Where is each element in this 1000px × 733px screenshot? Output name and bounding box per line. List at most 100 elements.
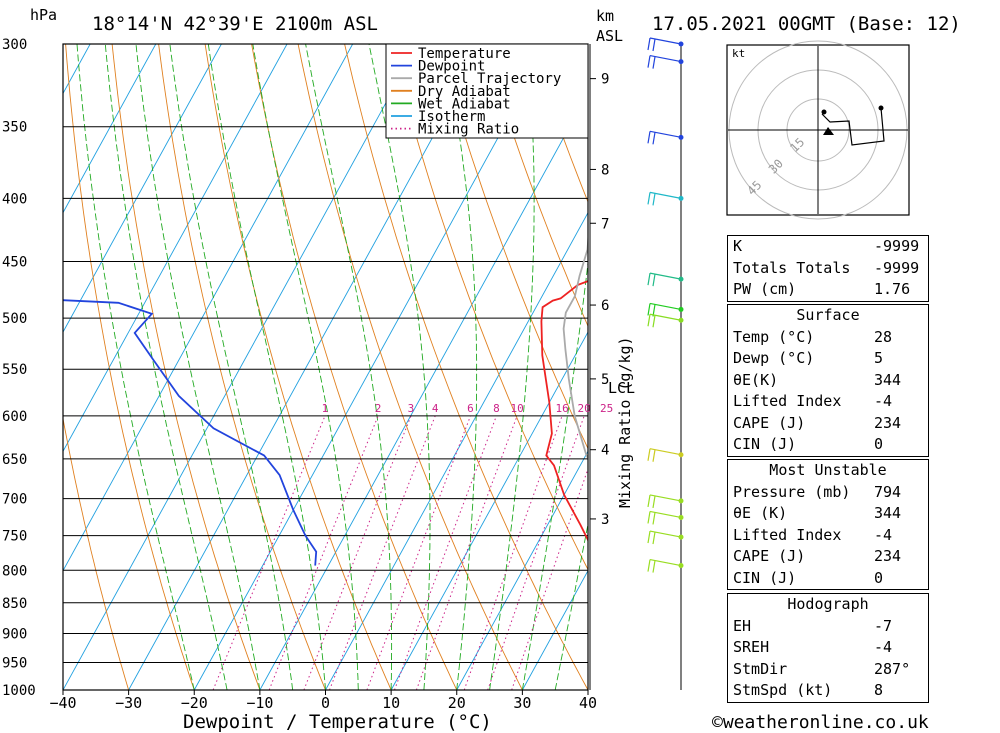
wind-barb-feather (647, 314, 651, 327)
wind-barb-shaft (649, 302, 682, 311)
hodograph-point (878, 105, 884, 111)
wet-adiabat-line (587, 687, 588, 690)
index-value: 8 (874, 681, 884, 699)
wind-barb-shaft (649, 313, 682, 321)
mixing-ratio-label: 20 (578, 402, 591, 415)
wind-barb-dot (678, 276, 684, 282)
wet-adiabat-line (135, 44, 261, 690)
pressure-tick-label: 950 (2, 655, 27, 671)
wet-adiabat-line (521, 259, 588, 690)
index-value: 234 (874, 413, 902, 432)
asl-unit-label: ASL (596, 27, 623, 45)
wind-barb-shaft (649, 510, 682, 519)
wind-barb-shaft (649, 272, 682, 280)
wet-adiabat-line (104, 44, 228, 690)
dry-adiabat-line (204, 44, 392, 690)
index-row: StmDir 287° (728, 659, 928, 681)
mixing-ratio-line (394, 415, 497, 690)
index-value: -4 (874, 525, 893, 544)
wind-barb-shaft (649, 37, 682, 45)
pressure-tick-label: 350 (2, 120, 27, 136)
index-value: 0 (874, 568, 884, 587)
x-tick-label: −30 (115, 694, 142, 712)
index-label: EH (733, 616, 752, 635)
x-axis-title: Dewpoint / Temperature (°C) (183, 711, 492, 733)
wind-barb (647, 558, 684, 573)
wind-barb-feather (652, 56, 656, 69)
index-label: CIN (J) (733, 568, 797, 587)
mixing-ratio-label: 8 (493, 402, 500, 415)
wind-barb-dot (678, 563, 684, 569)
wind-barb-feather (647, 511, 651, 524)
wind-barb-shaft (649, 130, 682, 138)
index-label: SREH (733, 638, 770, 656)
pressure-tick-label: 550 (2, 362, 27, 378)
legend-label: Mixing Ratio (418, 122, 519, 138)
index-label: Totals Totals (733, 258, 851, 277)
isotherm-line (128, 44, 485, 690)
wind-barb-dot (678, 452, 684, 458)
wind-barb-feather (652, 512, 656, 525)
pressure-tick-label: 750 (2, 529, 27, 545)
legend-label: Parcel Trajectory (418, 71, 561, 87)
wind-barb-feather (647, 448, 651, 461)
dewpoint-line (63, 299, 318, 566)
index-row: CAPE (J) 234 (728, 413, 928, 435)
wind-barb-feather (647, 303, 651, 316)
km-tick-label: 9 (601, 72, 609, 88)
index-value: 1.76 (874, 280, 911, 298)
pressure-tick-label: 850 (2, 596, 27, 612)
pressure-tick-label: 300 (2, 37, 27, 53)
index-value: -9999 (874, 237, 920, 255)
dry-adiabat-line (251, 44, 458, 690)
wind-barb-shaft (649, 494, 682, 502)
plot-frame (62, 43, 589, 691)
index-row: Lifted Index -4 (728, 525, 928, 547)
lcl-label: LCL (608, 379, 635, 397)
wind-barb-feather (652, 531, 656, 545)
index-value: 0 (874, 435, 884, 453)
indices-block-title: Most Unstable (769, 461, 887, 479)
indices-block-title: Surface (796, 306, 860, 324)
wind-barb-feather (647, 192, 651, 205)
index-value: 234 (874, 547, 902, 565)
pressure-tick-label: 500 (2, 311, 27, 327)
wind-barb-feather (647, 273, 651, 286)
wind-barb-feather (652, 274, 656, 287)
x-tick-label: 30 (513, 694, 531, 712)
wind-barb (647, 494, 684, 509)
wind-barb-dot (678, 41, 684, 47)
wind-barb-feather (647, 559, 651, 572)
wind-barb (647, 272, 684, 287)
wind-barb-feather (647, 530, 651, 544)
indices-block: K -9999 Totals Totals -9999 PW (cm) 1.76 (727, 235, 929, 302)
mixing-ratio-line (303, 415, 412, 690)
dry-adiabat-line (437, 44, 588, 450)
pressure-tick-label: 800 (2, 563, 27, 579)
isotherm-line (456, 450, 588, 690)
x-tick-label: −10 (246, 694, 273, 712)
index-row: Lifted Index -4 (728, 391, 928, 413)
pressure-tick-label: 400 (2, 191, 27, 207)
isotherm-line (63, 44, 157, 214)
index-row: PW (cm) 1.76 (728, 279, 928, 301)
wind-barb-shaft (649, 191, 682, 199)
wet-adiabat-line (554, 521, 588, 690)
dry-adiabat-line (996, 44, 1000, 690)
hodograph-point (821, 109, 827, 115)
wind-barb-shaft (649, 530, 682, 538)
index-label: CAPE (J) (733, 413, 806, 432)
index-row: CAPE (J) 234 (728, 546, 928, 568)
index-label: K (733, 237, 743, 255)
index-row: SREH -4 (728, 637, 928, 659)
mixing-ratio-line (212, 415, 326, 690)
km-tick-label: 6 (601, 298, 609, 314)
indices-block: Most Unstable Pressure (mb) 794 θE (K) 344 Li… (727, 459, 929, 590)
wet-adiabat-line (169, 44, 294, 690)
x-tick-label: 10 (382, 694, 400, 712)
index-value: 344 (874, 504, 902, 522)
index-label: Temp (°C) (733, 327, 815, 346)
indices-block: Surface Temp (°C) 28 Dewp (°C) 5 θE(K) 344 Lift… (727, 304, 929, 457)
